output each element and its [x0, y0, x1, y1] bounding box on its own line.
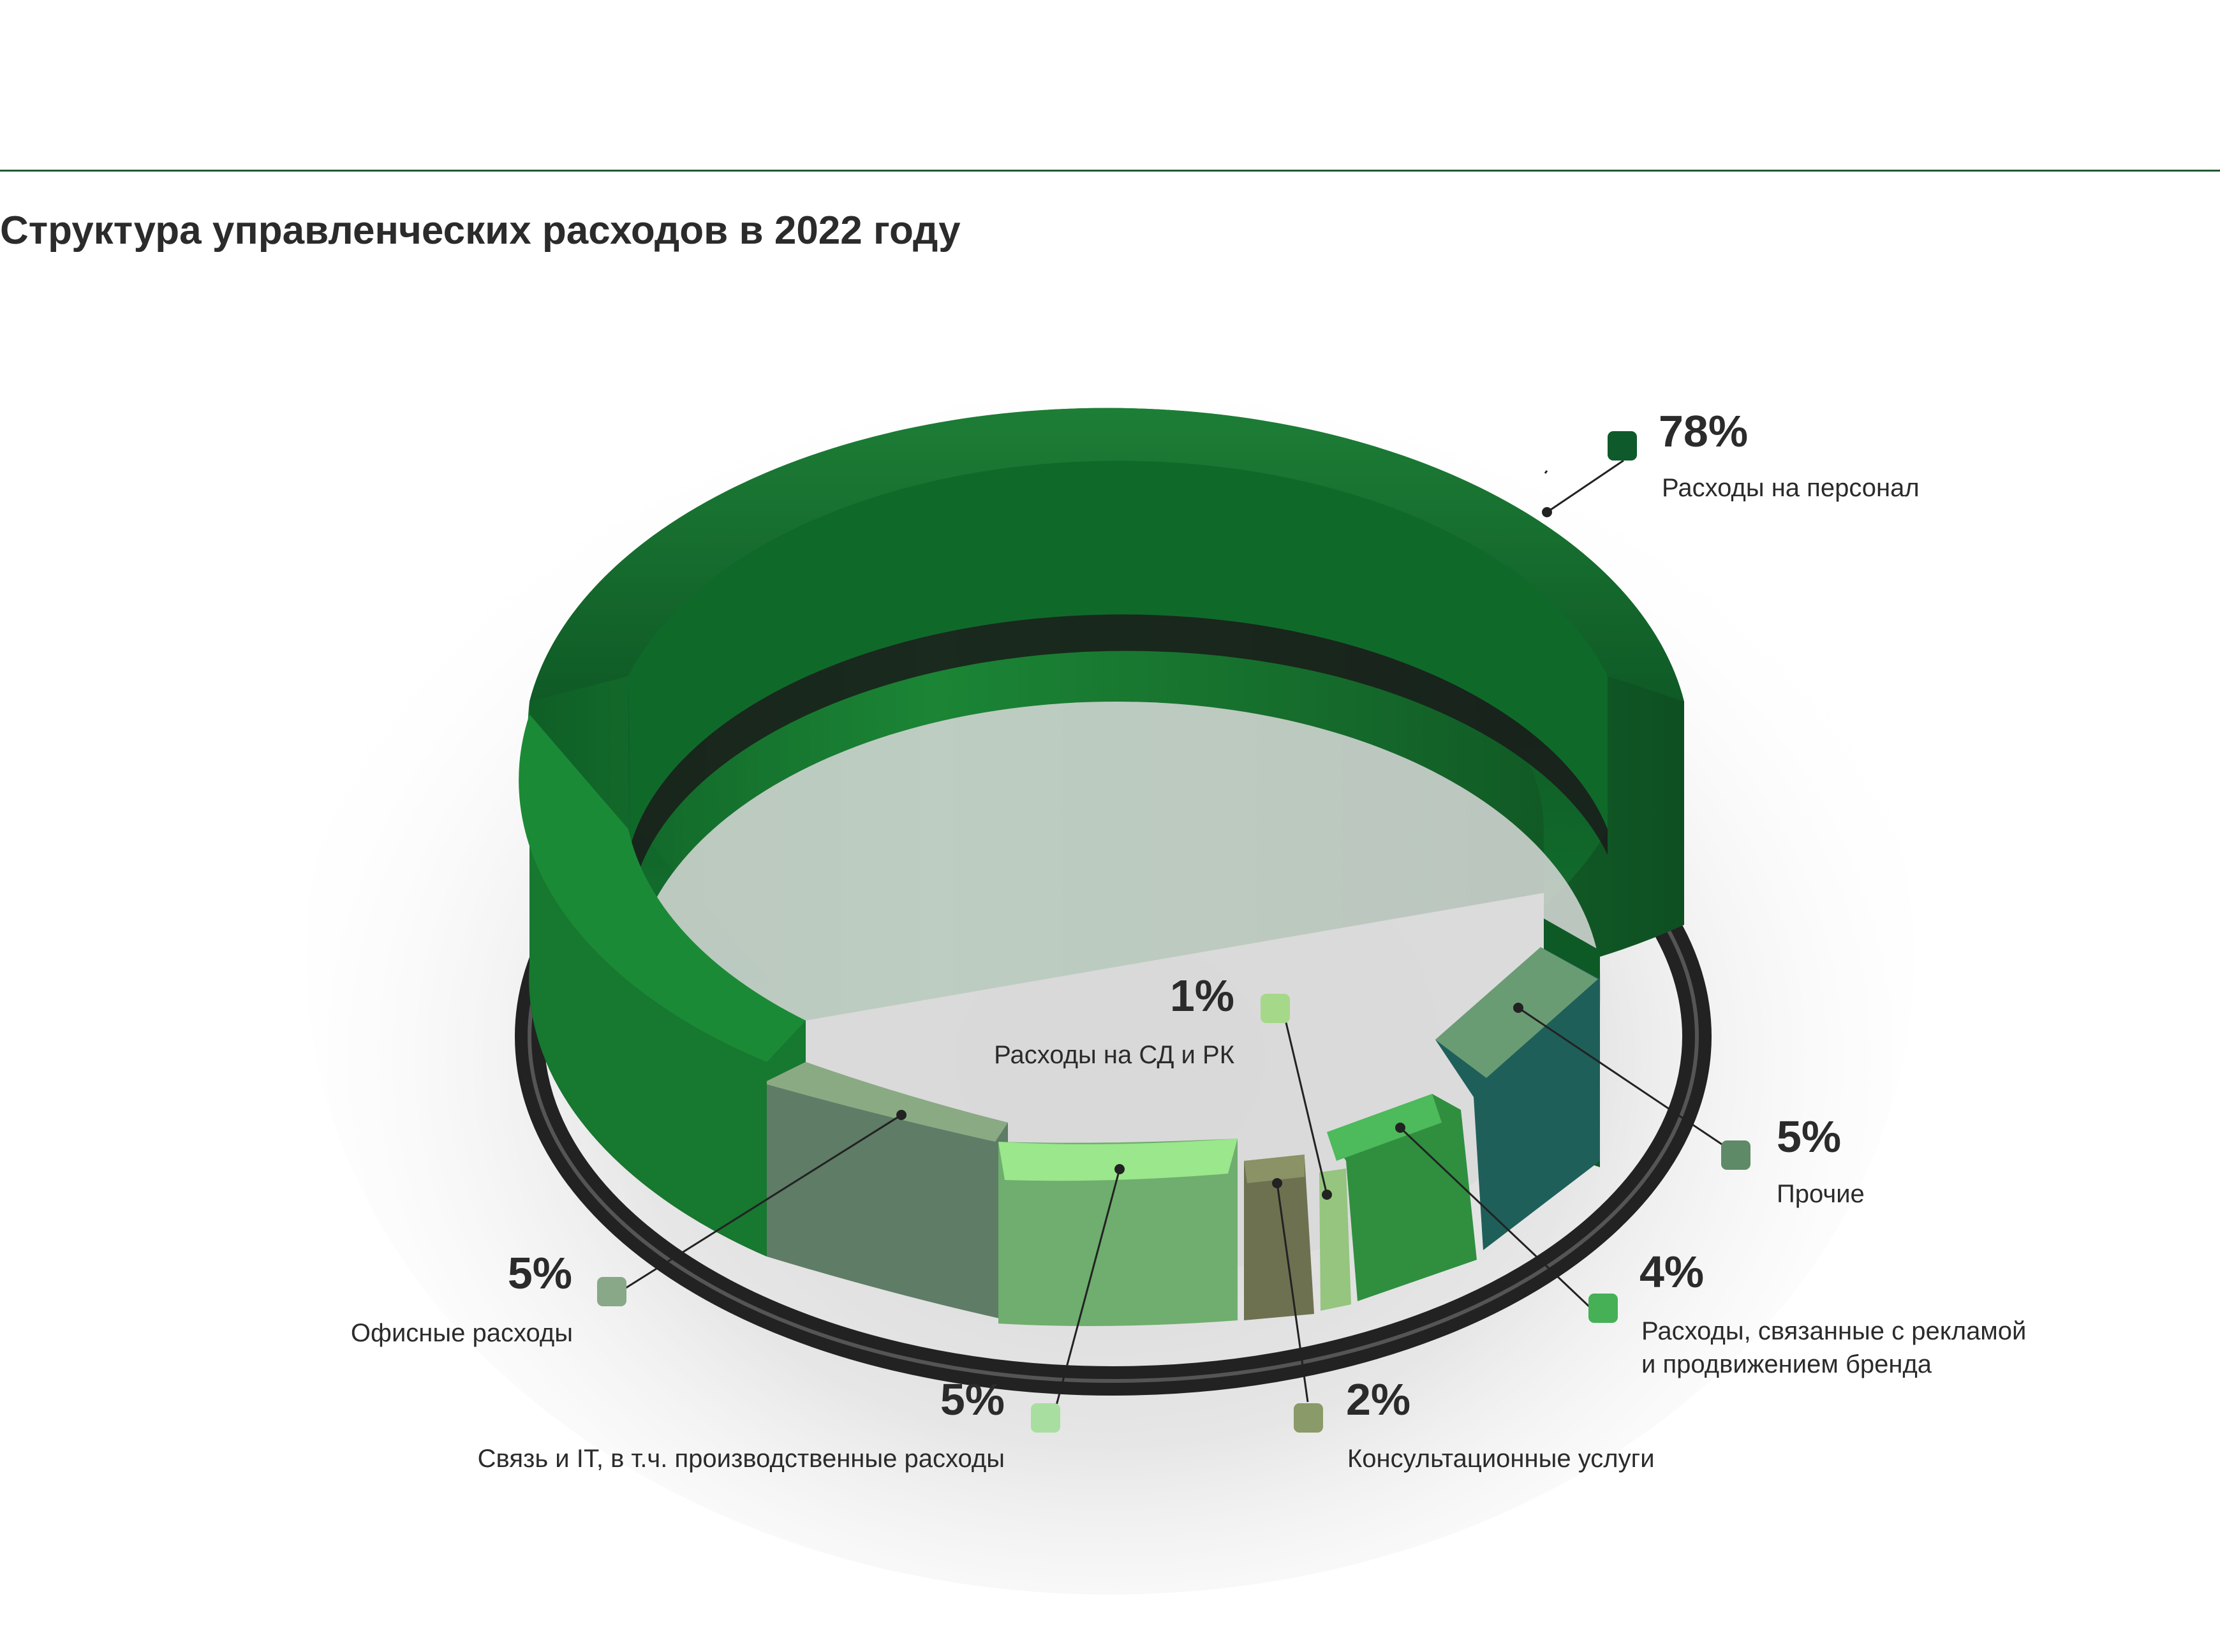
category-label-advertising: и продвижением бренда [1641, 1350, 1932, 1378]
slice-board [1319, 1169, 1351, 1311]
value-label-comm-it: 5% [940, 1375, 1005, 1424]
slice-comm-it [998, 1139, 1238, 1326]
legend-marker-personnel [1608, 431, 1637, 461]
legend-marker-comm-it [1031, 1403, 1060, 1433]
value-label-advertising: 4% [1639, 1247, 1704, 1297]
value-label-other: 5% [1777, 1112, 1841, 1162]
value-label-consulting: 2% [1346, 1375, 1410, 1424]
legend-marker-board [1261, 994, 1290, 1023]
leader-lines [621, 459, 1736, 1415]
data-labels: 78% Расходы на персонал 5% Прочие 4% Расходы,… [351, 406, 2026, 1473]
small-segments [767, 947, 1600, 1326]
category-label-consulting: Консультационные услуги [1347, 1445, 1655, 1473]
legend-marker-other [1721, 1140, 1750, 1170]
legend-marker-advertising [1588, 1294, 1618, 1323]
legend-marker-consulting [1294, 1403, 1323, 1433]
value-label-personnel: 78% [1659, 406, 1748, 456]
slice-consulting [1244, 1158, 1314, 1320]
category-label-comm-it: Связь и IT, в т.ч. производственные расх… [478, 1445, 1005, 1473]
chart-title: Структура управленческих расходов в 2022… [0, 209, 961, 253]
legend-marker-office [597, 1277, 626, 1306]
category-label-board: Расходы на СД и РК [994, 1041, 1235, 1069]
value-label-office: 5% [508, 1248, 572, 1298]
category-label-office: Офисные расходы [351, 1319, 573, 1347]
top-divider [0, 170, 2220, 172]
category-label-other: Прочие [1777, 1180, 1865, 1208]
value-label-board: 1% [1170, 971, 1234, 1021]
category-label-advertising: Расходы, связанные с рекламой [1641, 1317, 2026, 1345]
category-label-personnel: Расходы на персонал [1662, 474, 1920, 502]
